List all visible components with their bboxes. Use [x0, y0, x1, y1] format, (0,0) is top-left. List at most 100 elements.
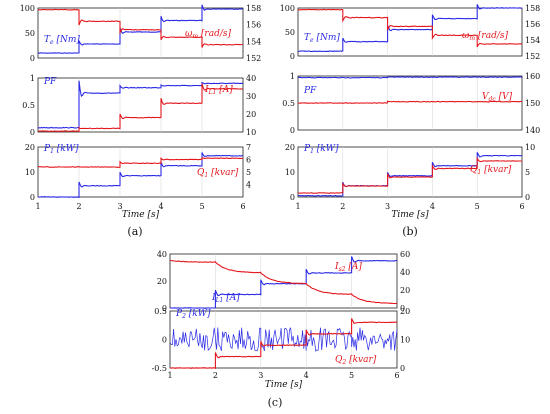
right-tick-label: 154 — [525, 36, 540, 45]
plot-frame — [37, 7, 244, 59]
left-tick-label: 1 — [290, 72, 295, 81]
left-tick-label: 20 — [285, 143, 295, 152]
series-line-red — [169, 259, 398, 305]
series-label: ωm [rad/s] — [185, 29, 231, 40]
left-tick-label: 50 — [285, 28, 295, 37]
left-tick-label: 100 — [20, 4, 35, 13]
left-tick-label: 50 — [25, 29, 35, 38]
series-label: PF — [43, 77, 57, 87]
plot-frame — [297, 7, 523, 57]
right-tick-label: 40 — [400, 268, 410, 277]
left-tick-label: 0 — [30, 128, 35, 137]
series-line-red — [297, 100, 523, 104]
left-tick-label: 100 — [280, 4, 295, 13]
left-tick-label: 0 — [290, 126, 295, 135]
x-tick-label: 4 — [304, 371, 309, 380]
x-tick-label: 1 — [35, 202, 40, 211]
series-line-red — [297, 8, 523, 48]
x-tick-label: 6 — [394, 371, 399, 380]
series-line-red — [38, 156, 244, 168]
left-tick-label: 0 — [290, 52, 295, 61]
right-tick-label: 160 — [525, 72, 540, 81]
left-tick-label: 0.5 — [22, 101, 35, 110]
x-tick-label: 2 — [340, 202, 345, 211]
x-tick-label: 4 — [158, 202, 163, 211]
x-tick-label: 2 — [76, 202, 81, 211]
series-line-blue — [298, 76, 523, 79]
series-line-blue — [37, 152, 243, 198]
right-tick-label: 152 — [525, 52, 540, 61]
right-tick-label: 0 — [400, 364, 405, 373]
chart-caption: (b) — [402, 225, 418, 238]
series-line-red — [297, 156, 522, 194]
chart-caption: (c) — [268, 396, 283, 409]
x-tick-label: 1 — [167, 371, 172, 380]
chart-caption: (a) — [127, 225, 142, 238]
series-label: Q1 [kvar] — [470, 165, 512, 176]
x-tick-label: 6 — [240, 202, 245, 211]
x-tick-label: 5 — [199, 202, 204, 211]
series-label: ωm [rad/s] — [462, 31, 508, 42]
right-tick-label: 20 — [400, 307, 410, 316]
series-line-blue — [169, 256, 397, 309]
right-tick-label: 152 — [246, 54, 261, 63]
right-tick-label: 156 — [525, 20, 540, 29]
left-tick-label: 0 — [162, 336, 167, 345]
left-tick-label: 20 — [25, 143, 35, 152]
series-label: Is2 [A] — [334, 262, 362, 273]
left-tick-label: 10 — [285, 168, 295, 177]
series-line-blue — [169, 327, 398, 352]
right-tick-label: 4 — [246, 181, 251, 190]
left-tick-label: 40 — [157, 250, 167, 259]
right-tick-label: 10 — [525, 143, 535, 152]
series-line-red — [37, 83, 244, 132]
right-tick-label: 6 — [246, 156, 251, 165]
right-tick-label: 40 — [246, 74, 256, 83]
right-tick-label: 30 — [246, 92, 256, 101]
x-tick-label: 3 — [117, 202, 122, 211]
right-tick-label: 158 — [246, 4, 261, 13]
right-tick-label: 20 — [246, 110, 256, 119]
left-tick-label: -0.5 — [152, 364, 167, 373]
right-tick-label: 20 — [400, 286, 410, 295]
x-tick-label: 6 — [519, 202, 524, 211]
series-label: Vdc [V] — [482, 92, 513, 103]
left-tick-label: 0.5 — [282, 99, 295, 108]
right-tick-label: 10 — [400, 336, 410, 345]
series-label: P2 [kW] — [175, 309, 211, 320]
right-tick-label: 0 — [525, 193, 530, 202]
x-tick-label: 4 — [430, 202, 435, 211]
chart-2-panel-1: 0 50 100 152 154 156 158 Te [Nm] ωm [rad/s] — [280, 4, 541, 61]
chart-1-panel-3: 0 10 20 4 5 6 7 P1 [kW] Q1 [kvar] — [25, 143, 251, 202]
x-tick-label: 2 — [213, 371, 218, 380]
plot-frame — [37, 77, 244, 133]
series-label: Te [Nm] — [304, 33, 340, 44]
left-tick-label: 0.5 — [154, 307, 167, 316]
x-axis-title: Time [s] — [122, 210, 160, 220]
right-tick-label: 60 — [400, 250, 410, 259]
right-tick-label: 5 — [246, 168, 251, 177]
left-tick-label: 20 — [157, 277, 167, 286]
chart-2-panel-2: 0 0.5 1 140 150 160 PF Vdc [V] — [282, 72, 540, 135]
right-tick-label: 150 — [525, 99, 540, 108]
right-tick-label: 140 — [525, 126, 540, 135]
series-label: P1 [kW] — [303, 144, 339, 155]
series-line-red — [37, 8, 243, 48]
x-tick-label: 5 — [475, 202, 480, 211]
x-tick-label: 5 — [349, 371, 354, 380]
series-label: Q1 [kvar] — [197, 168, 239, 179]
right-tick-label: 7 — [246, 143, 251, 152]
series-label: IL1 [A] — [204, 85, 233, 96]
left-tick-label: 10 — [25, 168, 35, 177]
series-line-blue — [38, 80, 244, 129]
series-line-blue — [37, 4, 244, 54]
series-line-red — [169, 318, 398, 370]
chart-2-panel-3: 0 10 20 0 5 10 P1 [kW] Q1 [kvar] — [285, 143, 535, 202]
series-label: PF — [303, 86, 317, 96]
chart-1-panel-2: 0 0.5 1 10 20 30 40 PF IL1 [A] — [22, 74, 256, 137]
right-tick-label: 158 — [525, 4, 540, 13]
left-tick-label: 0 — [30, 54, 35, 63]
